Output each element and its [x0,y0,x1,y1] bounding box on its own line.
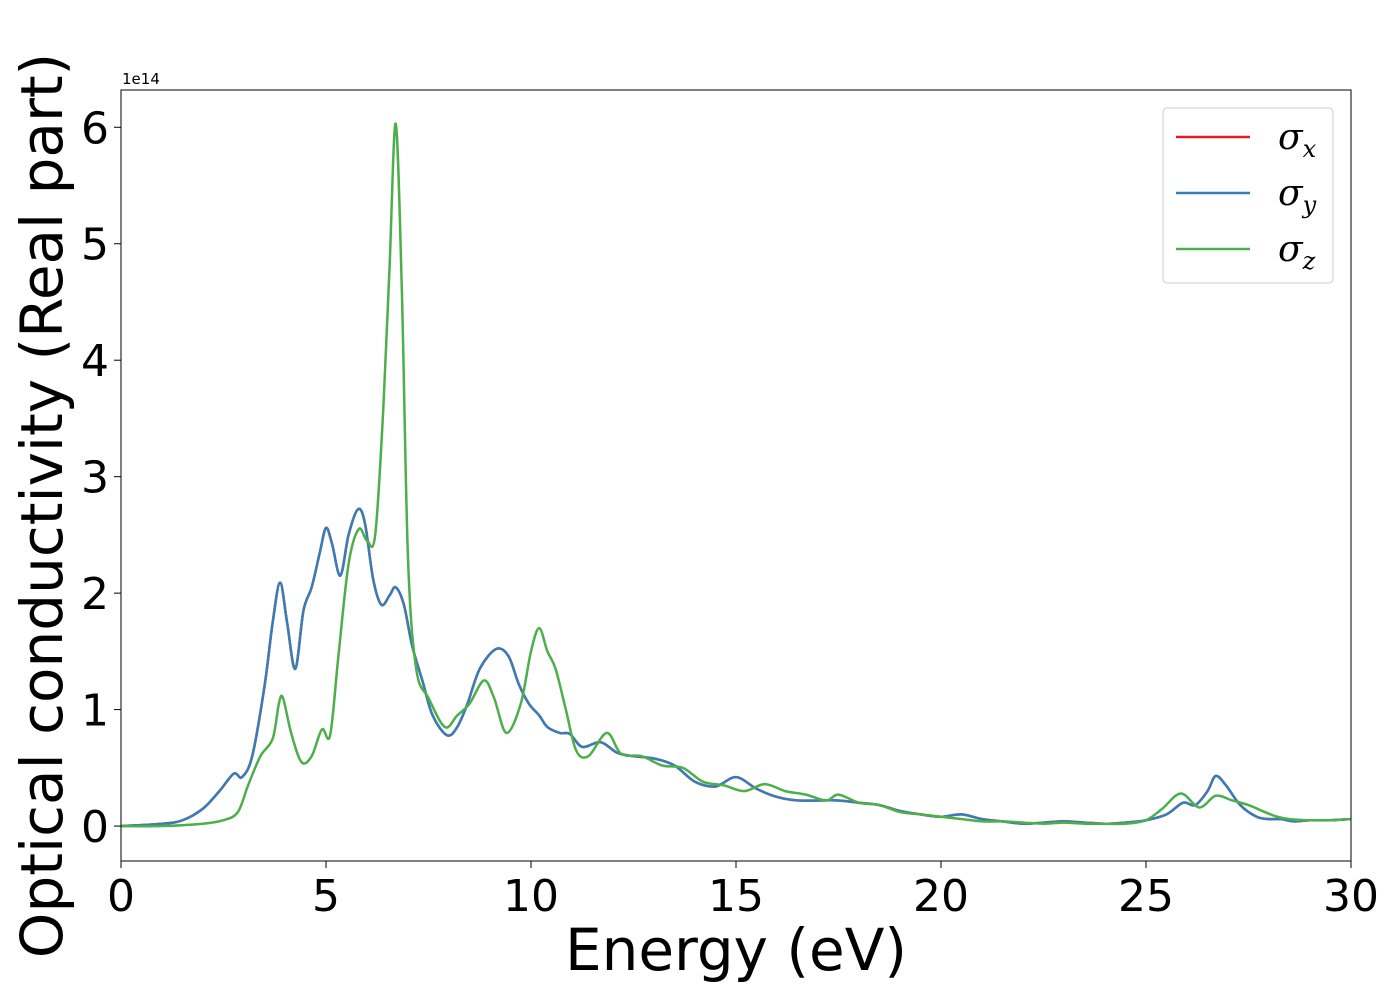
y-axis-title: Optical conductivity (Real part) [8,53,76,958]
y-tick-label: 5 [81,220,109,271]
y-tick-label: 4 [81,336,109,387]
x-axis-title: Energy (eV) [565,916,907,984]
y-tick-label: 1 [81,686,109,737]
y-tick-label: 3 [81,453,109,504]
series-line-z [121,122,1351,828]
series-lines [121,122,1351,828]
x-tick-label: 10 [503,871,559,922]
x-tick-label: 30 [1323,871,1379,922]
x-tick-label: 15 [708,871,764,922]
y-axis: 0 1 2 3 4 5 6 [81,103,121,853]
y-tick-label: 0 [81,802,109,853]
x-axis: 0 5 10 15 20 25 30 [107,861,1379,922]
x-tick-label: 20 [913,871,969,922]
x-tick-label: 0 [107,871,135,922]
y-offset-label: 1e14 [122,70,160,88]
legend-box [1162,107,1334,284]
x-tick-label: 5 [312,871,340,922]
y-tick-label: 6 [81,103,109,154]
x-tick-label: 25 [1118,871,1174,922]
y-tick-label: 2 [81,569,109,620]
